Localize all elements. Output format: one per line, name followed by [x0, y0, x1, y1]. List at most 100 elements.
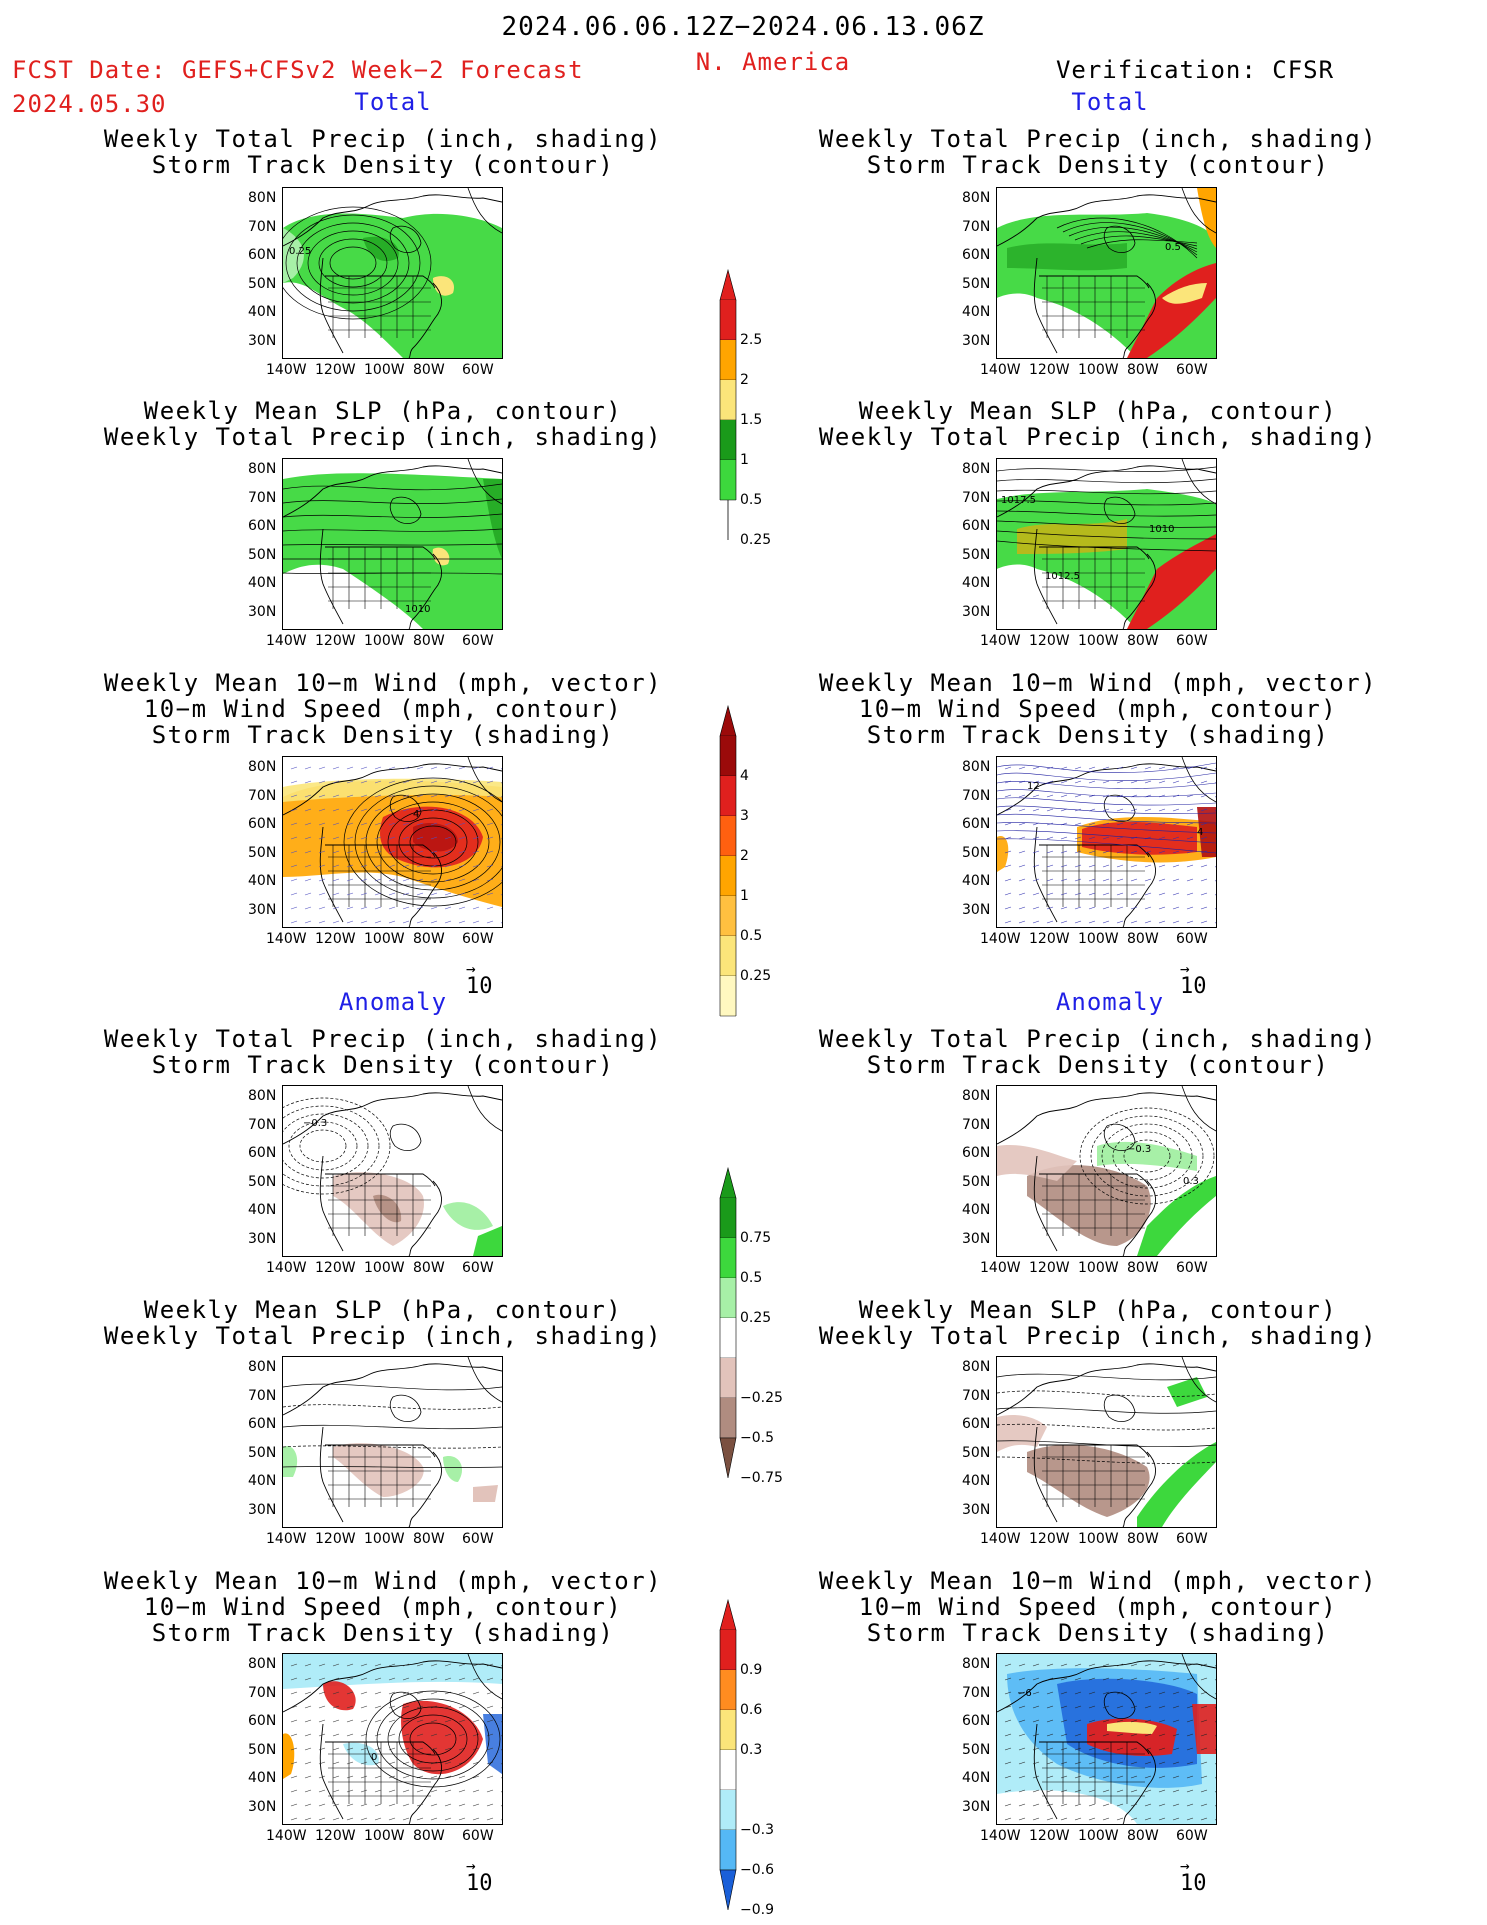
lon-label: 80W [1127, 1260, 1159, 1276]
lat-label: 70N [962, 489, 991, 506]
contour-label-12: 12 [1027, 781, 1040, 792]
lon-label: 60W [1176, 633, 1208, 649]
lon-label: 60W [462, 362, 494, 378]
lat-label: 60N [248, 1145, 277, 1161]
colorbar-label: −0.6 [740, 1862, 774, 1878]
panel-title-line: Weekly Total Precip (inch, shading) [103, 1322, 663, 1350]
lat-label: 60N [962, 247, 991, 263]
lon-label: 100W [364, 1260, 405, 1276]
lon-label: 140W [266, 1260, 307, 1276]
lon-label: 60W [462, 1260, 494, 1276]
vector-reference-arrow-icon: → [1180, 959, 1190, 978]
vector-reference: → 10 [466, 961, 493, 1000]
panel-title-line: Weekly Total Precip (inch, shading) [103, 125, 663, 153]
panel-title-line: Weekly Mean 10−m Wind (mph, vector) [103, 1567, 663, 1595]
map-panel-ver-total-precip: 0.5 [996, 187, 1217, 359]
lat-label: 80N [962, 1656, 991, 1672]
lon-label: 120W [1029, 633, 1070, 649]
lon-label: 60W [1176, 931, 1208, 947]
lat-label: 70N [248, 1116, 277, 1133]
vector-reference-value: 10 [1180, 1871, 1207, 1896]
map-panel-fcst-anom-slp [282, 1356, 503, 1528]
lat-label: 40N [962, 873, 991, 889]
panel-title-fcst-anom-wind: Weekly Mean 10−m Wind (mph, vector) 10−m … [63, 1568, 703, 1646]
vector-reference: → 10 [1180, 1856, 1207, 1897]
contour-label-4: 4 [1197, 827, 1203, 838]
colorbar-label: 0.5 [740, 928, 763, 944]
colorbar-label: −0.25 [740, 1390, 783, 1406]
section-total-right: Total [1071, 88, 1149, 116]
lon-label: 140W [980, 931, 1021, 947]
panel-title-line: Weekly Total Precip (inch, shading) [818, 1025, 1378, 1053]
lat-label: 40N [248, 1473, 277, 1489]
panel-title-line: Weekly Mean 10−m Wind (mph, vector) [103, 669, 663, 697]
region-label: N. America [695, 48, 851, 76]
colorbar-label: 2 [740, 848, 749, 864]
lon-label: 120W [1029, 931, 1070, 947]
lon-label: 60W [462, 633, 494, 649]
vector-reference-value: 10 [466, 1871, 493, 1896]
colorbar-precip-anom [719, 1166, 790, 1479]
lon-label: 80W [1127, 1531, 1159, 1547]
lon-label: 60W [1176, 1531, 1208, 1547]
lat-label: 80N [962, 1359, 991, 1375]
map-panel-ver-anom-precip: −0.3 0.3 [996, 1085, 1217, 1257]
panel-title-line: Weekly Total Precip (inch, shading) [103, 1025, 663, 1053]
panel-title-ver-total-wind: Weekly Mean 10−m Wind (mph, vector) 10−m … [778, 670, 1418, 748]
lat-label: 50N [962, 275, 991, 292]
panel-title-fcst-total-wind: Weekly Mean 10−m Wind (mph, vector) 10−m … [63, 670, 703, 748]
panel-title-line: Storm Track Density (contour) [151, 1051, 615, 1079]
colorbar-label: 0.5 [740, 492, 763, 508]
section-total-left: Total [354, 88, 432, 116]
lat-label: 40N [962, 1770, 991, 1786]
colorbar-label: 1 [740, 452, 749, 468]
map-panel-ver-anom-wind: −6 [996, 1653, 1217, 1825]
panel-title-line: Storm Track Density (contour) [866, 1051, 1330, 1079]
lat-label: 40N [248, 575, 277, 591]
lon-label: 60W [462, 1828, 494, 1844]
map-panel-ver-total-wind: 12 4 [996, 756, 1217, 928]
map-panel-ver-anom-slp [996, 1356, 1217, 1528]
panel-title-ver-anom-wind: Weekly Mean 10−m Wind (mph, vector) 10−m … [778, 1568, 1418, 1646]
lat-label: 60N [248, 518, 277, 534]
lat-label: 30N [248, 603, 277, 620]
contour-label-4: 4 [413, 809, 419, 820]
lat-label: 60N [962, 816, 991, 832]
lat-label: 30N [962, 1501, 991, 1518]
lon-label: 120W [315, 362, 356, 378]
lat-label: 30N [962, 1798, 991, 1815]
panel-title-line: 10−m Wind Speed (mph, contour) [143, 1593, 623, 1621]
lon-label: 60W [1176, 1828, 1208, 1844]
lon-label: 120W [1029, 1531, 1070, 1547]
lon-label: 140W [266, 1531, 307, 1547]
lat-label: 70N [962, 1387, 991, 1404]
colorbar-label: −0.5 [740, 1430, 774, 1446]
colorbar-label: 4 [740, 768, 749, 784]
lon-label: 140W [980, 1260, 1021, 1276]
lon-label: 120W [1029, 1828, 1070, 1844]
contour-label-1017p5: 1017.5 [1001, 495, 1036, 506]
lat-label: 40N [962, 575, 991, 591]
panel-title-line: Weekly Mean SLP (hPa, contour) [858, 1296, 1338, 1324]
colorbar-track-anom [719, 1598, 790, 1911]
map-panel-fcst-total-wind: 4 [282, 756, 503, 928]
lon-label: 80W [413, 931, 445, 947]
panel-title-line: Storm Track Density (shading) [866, 1619, 1330, 1647]
section-anomaly-right: Anomaly [1055, 988, 1165, 1016]
panel-title-fcst-total-slp: Weekly Mean SLP (hPa, contour) Weekly Tot… [63, 398, 703, 450]
lat-label: 80N [248, 1656, 277, 1672]
lon-label: 100W [364, 1828, 405, 1844]
lat-label: 60N [248, 247, 277, 263]
contour-label-0: 0 [371, 1752, 377, 1763]
contour-label-neg0p3: −0.3 [1127, 1144, 1151, 1155]
vector-reference-arrow-icon: → [1180, 1856, 1190, 1875]
lon-label: 60W [462, 1531, 494, 1547]
lat-label: 60N [248, 816, 277, 832]
lat-label: 40N [248, 1202, 277, 1218]
section-anomaly-left: Anomaly [338, 988, 448, 1016]
contour-label-0p25: 0.25 [289, 246, 311, 257]
panel-title-line: 10−m Wind Speed (mph, contour) [143, 695, 623, 723]
panel-title-line: Weekly Total Precip (inch, shading) [818, 125, 1378, 153]
lat-label: 30N [248, 1501, 277, 1518]
lon-label: 140W [266, 633, 307, 649]
